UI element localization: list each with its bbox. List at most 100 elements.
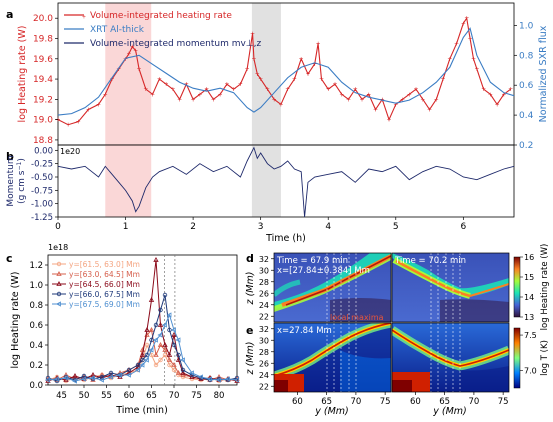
- svg-text:+: +: [82, 15, 86, 21]
- data-point-c: [148, 296, 155, 302]
- legend-a-entry-momentum: Volume-integrated momentum mv⊥,z: [90, 39, 261, 49]
- tick-label-de-y: 28: [259, 278, 269, 287]
- tick-label-b-x: 3: [258, 222, 264, 232]
- tick-label-c-x: 60: [124, 391, 135, 401]
- data-point-c: [157, 341, 164, 347]
- data-point-c: [233, 377, 239, 383]
- data-point-c: [62, 375, 68, 381]
- data-point-c: [153, 256, 159, 262]
- tick-label-a-left: 19.8: [33, 35, 53, 45]
- data-point-c: [152, 337, 158, 343]
- data-point-c: [44, 377, 50, 383]
- tick-label-b-x: 0: [55, 222, 61, 232]
- data-point-a: +: [471, 56, 476, 63]
- data-point-c: [206, 376, 212, 382]
- legend-a: + Volume-integrated heating rate XRT Al-…: [64, 11, 261, 49]
- offset-text-c: 1e18: [48, 243, 68, 252]
- tick-label-c-y: 0.2: [29, 361, 43, 371]
- data-point-a: +: [157, 76, 162, 83]
- data-point-c: [134, 367, 140, 373]
- data-point-c: [56, 291, 62, 297]
- data-point-a: +: [143, 86, 148, 93]
- tick-label-e-x: 65: [439, 397, 450, 407]
- colorbar-temperature: [513, 327, 521, 389]
- data-point-a: +: [420, 96, 425, 103]
- data-point-c: [171, 342, 177, 348]
- legend-c-entry: y=[66.0, 67.5] Mm: [69, 290, 140, 299]
- data-point-a: +: [359, 96, 364, 103]
- tick-label-a-left: 19.4: [33, 75, 53, 85]
- data-point-c: [171, 361, 177, 367]
- panel-d-e: d e: [245, 244, 550, 417]
- tick-label-b-x: 1: [123, 222, 129, 232]
- data-point-c: [56, 280, 62, 286]
- annotation-d1-time: Time = 67.9 min: [276, 256, 348, 266]
- data-point-c: [180, 367, 186, 373]
- data-point-a: +: [488, 91, 493, 98]
- data-point-a: +: [427, 107, 432, 114]
- tick-label-c-y: 0.0: [29, 381, 43, 391]
- data-point-c: [162, 341, 168, 347]
- data-point-a: +: [434, 96, 439, 103]
- data-point-a: +: [292, 76, 297, 83]
- data-point-c: [171, 367, 177, 373]
- tick-label-e-x: 75: [380, 397, 391, 407]
- tick-label-b-y: -1.25: [31, 213, 53, 223]
- colorbar-tick-label: 7.5: [524, 331, 537, 340]
- data-point-a: +: [66, 122, 71, 129]
- data-point-c: [71, 378, 77, 384]
- offset-text-b: 1e20: [60, 147, 80, 156]
- tick-label-b-x: 5: [393, 222, 399, 232]
- data-point-c: [116, 372, 122, 378]
- data-point-c: [144, 342, 150, 348]
- axis-label-e-y: z (Mm): [245, 342, 256, 376]
- data-point-a: +: [407, 91, 412, 98]
- data-point-c: [56, 261, 62, 267]
- data-point-a: +: [326, 86, 331, 93]
- data-point-c: [224, 376, 230, 382]
- data-point-a: +: [319, 76, 324, 83]
- data-point-c: [148, 347, 154, 353]
- tick-label-de-y: 30: [259, 336, 269, 345]
- data-point-a: +: [130, 44, 135, 51]
- data-point-a: +: [255, 71, 260, 78]
- data-point-c: [188, 370, 194, 376]
- data-point-c: [98, 377, 104, 383]
- series-line-c-2: [47, 259, 238, 382]
- data-point-a: +: [150, 91, 155, 98]
- colorbar-tick-label: 13: [524, 313, 534, 322]
- tick-label-e-x: 70: [468, 397, 479, 407]
- data-point-a: +: [481, 86, 486, 93]
- panel-c: c 1e18 0.0 0.2 0.4 0.6 0.8 1.0 1.2 45 50 55 60 65 7…: [6, 243, 240, 416]
- annotation-d1-x: x=[27.84±0.384] Mm: [277, 266, 370, 276]
- data-point-a: +: [495, 101, 500, 108]
- data-point-a: +: [204, 86, 209, 93]
- tick-label-a-right: 0.8: [519, 51, 534, 61]
- panel-a: a ++ ++++++++++++++++++++++++++++++++++++…: [6, 2, 549, 151]
- data-point-a: +: [353, 86, 358, 93]
- tick-label-c-y: 1.2: [29, 261, 43, 271]
- data-point-c: [180, 369, 186, 375]
- data-point-a: +: [312, 61, 317, 68]
- data-point-a: +: [332, 81, 337, 88]
- tick-label-c-y: 1.0: [29, 281, 43, 291]
- data-point-a: +: [250, 30, 255, 37]
- data-point-a: +: [164, 81, 169, 88]
- heatmap-e-t2: [392, 323, 509, 392]
- tick-label-a-left: 18.8: [33, 136, 53, 146]
- data-point-a: +: [55, 117, 60, 124]
- data-point-a: +: [447, 56, 452, 63]
- tick-label-de-y: 24: [259, 301, 269, 310]
- data-point-c: [215, 377, 221, 383]
- data-point-c: [166, 312, 172, 318]
- tick-label-a-left: 19.2: [33, 95, 53, 105]
- tick-label-a-left: 19.6: [33, 55, 53, 65]
- frame-d2: [391, 252, 510, 323]
- panel-b: b 1e20 0.00 -0.25 -0.50 -0.75 -1.00 -1.25 0 1 2…: [6, 144, 515, 244]
- tick-label-de-y: 24: [259, 371, 269, 380]
- heatmap-d-t1: [274, 253, 391, 322]
- data-point-c: [158, 357, 163, 363]
- colorbar-tick-label: 7.0: [524, 366, 537, 375]
- tick-label-c-x: 45: [56, 391, 67, 401]
